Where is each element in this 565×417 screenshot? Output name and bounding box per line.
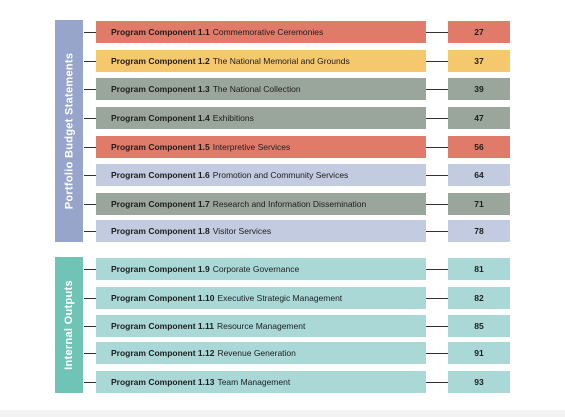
toc-row[interactable]: Program Component 1.4 Exhibitions 47 <box>84 107 510 129</box>
page-number[interactable]: 71 <box>448 193 510 215</box>
program-component-number: Program Component 1.5 <box>111 142 210 152</box>
toc-entry-bar[interactable]: Program Component 1.10 Executive Strategi… <box>96 287 426 309</box>
leader-line <box>426 382 450 383</box>
program-component-number: Program Component 1.9 <box>111 264 210 274</box>
leader-line <box>84 326 96 327</box>
page-number[interactable]: 78 <box>448 220 510 242</box>
program-component-title: The National Collection <box>212 84 301 94</box>
leader-line <box>84 61 96 62</box>
section-label-text: Portfolio Budget Statements <box>63 52 76 210</box>
toc-entry-bar[interactable]: Program Component 1.8 Visitor Services <box>96 220 426 242</box>
program-component-title: Resource Management <box>216 321 306 331</box>
toc-row[interactable]: Program Component 1.13 Team Management 93 <box>84 371 510 393</box>
program-component-number: Program Component 1.3 <box>111 84 210 94</box>
leader-line <box>426 353 450 354</box>
program-component-number: Program Component 1.8 <box>111 226 210 236</box>
program-component-number: Program Component 1.11 <box>111 321 214 331</box>
page-number[interactable]: 91 <box>448 342 510 364</box>
leader-line <box>426 89 450 90</box>
program-component-number: Program Component 1.12 <box>111 348 215 358</box>
program-component-number: Program Component 1.10 <box>111 293 215 303</box>
program-component-title: Corporate Governance <box>212 264 300 274</box>
section-label-text: Internal Outputs <box>63 280 75 370</box>
leader-line <box>426 32 450 33</box>
toc-row[interactable]: Program Component 1.9 Corporate Governanc… <box>84 258 510 280</box>
page-number[interactable]: 82 <box>448 287 510 309</box>
page-number[interactable]: 93 <box>448 371 510 393</box>
program-component-title: Commemorative Ceremonies <box>212 27 324 37</box>
toc-entry-bar[interactable]: Program Component 1.6 Promotion and Commu… <box>96 164 426 186</box>
leader-line <box>426 231 450 232</box>
program-component-title: Executive Strategic Management <box>217 293 343 303</box>
leader-line <box>84 147 96 148</box>
program-component-number: Program Component 1.1 <box>111 27 210 37</box>
leader-line <box>426 147 450 148</box>
toc-entry-bar[interactable]: Program Component 1.7 Research and Inform… <box>96 193 426 215</box>
program-component-number: Program Component 1.6 <box>111 170 210 180</box>
section-label-internal-outputs: Internal Outputs <box>55 257 83 393</box>
page-number[interactable]: 64 <box>448 164 510 186</box>
leader-line <box>84 118 96 119</box>
leader-line <box>84 382 96 383</box>
toc-row[interactable]: Program Component 1.10 Executive Strategi… <box>84 287 510 309</box>
leader-line <box>426 175 450 176</box>
toc-row[interactable]: Program Component 1.3 The National Collec… <box>84 78 510 100</box>
toc-row[interactable]: Program Component 1.1 Commemorative Cerem… <box>84 21 510 43</box>
toc-entry-bar[interactable]: Program Component 1.13 Team Management <box>96 371 426 393</box>
program-component-title: Team Management <box>217 377 291 387</box>
toc-row[interactable]: Program Component 1.11 Resource Managemen… <box>84 315 510 337</box>
page-number[interactable]: 81 <box>448 258 510 280</box>
leader-line <box>426 326 450 327</box>
toc-row[interactable]: Program Component 1.6 Promotion and Commu… <box>84 164 510 186</box>
program-component-title: Research and Information Dissemination <box>212 199 367 209</box>
program-component-title: Revenue Generation <box>217 348 296 358</box>
program-component-number: Program Component 1.2 <box>111 56 210 66</box>
leader-line <box>84 269 96 270</box>
leader-line <box>84 353 96 354</box>
page-number[interactable]: 47 <box>448 107 510 129</box>
toc-row[interactable]: Program Component 1.2 The National Memori… <box>84 50 510 72</box>
toc-entry-bar[interactable]: Program Component 1.4 Exhibitions <box>96 107 426 129</box>
page-number[interactable]: 37 <box>448 50 510 72</box>
leader-line <box>84 89 96 90</box>
toc-row[interactable]: Program Component 1.5 Interpretive Servic… <box>84 136 510 158</box>
toc-entry-bar[interactable]: Program Component 1.9 Corporate Governanc… <box>96 258 426 280</box>
program-component-title: Promotion and Community Services <box>212 170 349 180</box>
toc-entry-bar[interactable]: Program Component 1.12 Revenue Generation <box>96 342 426 364</box>
page-number[interactable]: 56 <box>448 136 510 158</box>
leader-line <box>426 204 450 205</box>
program-component-number: Program Component 1.7 <box>111 199 210 209</box>
program-component-title: Exhibitions <box>212 113 254 123</box>
page-number[interactable]: 27 <box>448 21 510 43</box>
leader-line <box>426 298 450 299</box>
toc-entry-bar[interactable]: Program Component 1.1 Commemorative Cerem… <box>96 21 426 43</box>
leader-line <box>426 61 450 62</box>
toc-entry-bar[interactable]: Program Component 1.11 Resource Managemen… <box>96 315 426 337</box>
program-component-number: Program Component 1.4 <box>111 113 210 123</box>
leader-line <box>84 32 96 33</box>
page-bottom-band <box>0 410 565 417</box>
leader-line <box>84 298 96 299</box>
toc-entry-bar[interactable]: Program Component 1.3 The National Collec… <box>96 78 426 100</box>
toc-entry-bar[interactable]: Program Component 1.2 The National Memori… <box>96 50 426 72</box>
page-number[interactable]: 85 <box>448 315 510 337</box>
leader-line <box>84 231 96 232</box>
program-component-title: The National Memorial and Grounds <box>212 56 350 66</box>
toc-entry-bar[interactable]: Program Component 1.5 Interpretive Servic… <box>96 136 426 158</box>
leader-line <box>426 269 450 270</box>
program-component-title: Visitor Services <box>212 226 272 236</box>
toc-row[interactable]: Program Component 1.12 Revenue Generation… <box>84 342 510 364</box>
leader-line <box>84 204 96 205</box>
leader-line <box>426 118 450 119</box>
program-component-number: Program Component 1.13 <box>111 377 215 387</box>
toc-row[interactable]: Program Component 1.7 Research and Inform… <box>84 193 510 215</box>
leader-line <box>84 175 96 176</box>
section-label-portfolio-budget-statements: Portfolio Budget Statements <box>55 20 83 242</box>
page-number[interactable]: 39 <box>448 78 510 100</box>
toc-row[interactable]: Program Component 1.8 Visitor Services 78 <box>84 220 510 242</box>
program-component-title: Interpretive Services <box>212 142 291 152</box>
